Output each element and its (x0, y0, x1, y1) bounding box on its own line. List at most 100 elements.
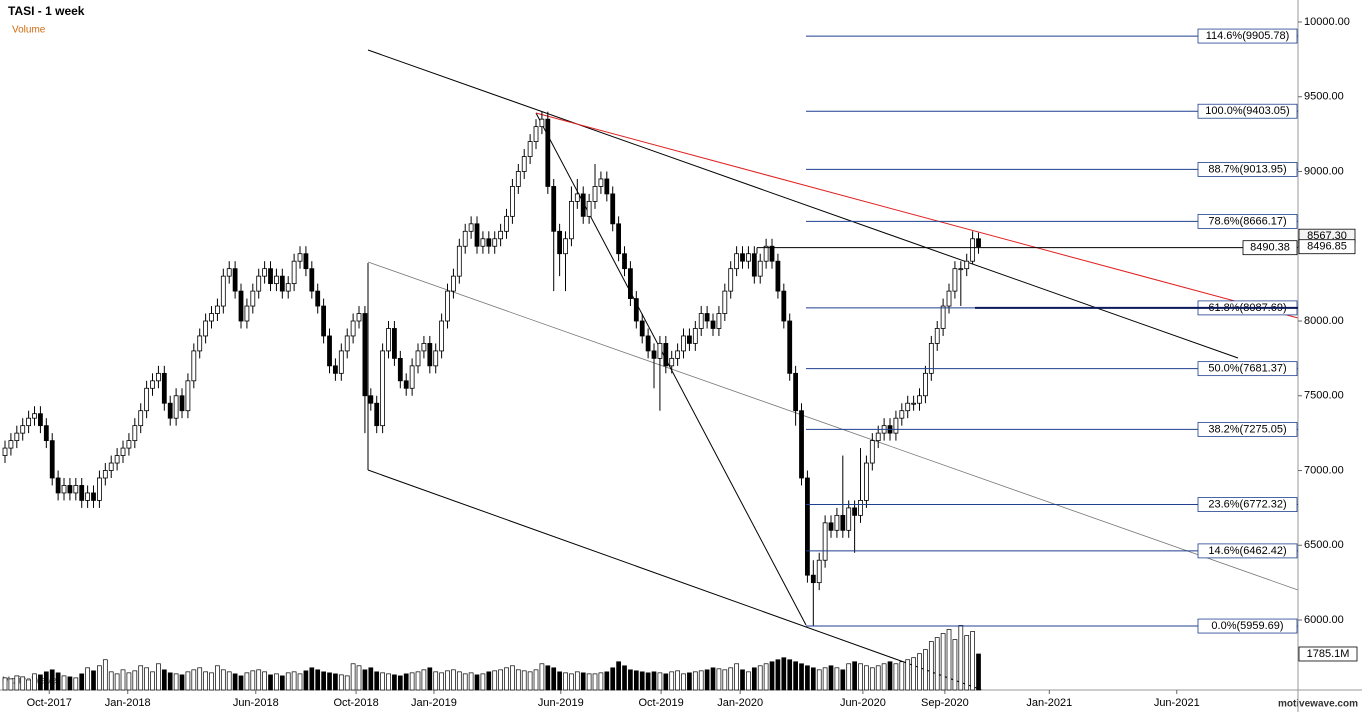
candle-body (350, 320, 356, 337)
candle-body (203, 320, 209, 337)
candle-body (226, 268, 232, 277)
volume-bar (256, 669, 262, 691)
level-label: 8490.38 (1250, 242, 1290, 254)
volume-bar (161, 669, 167, 691)
volume-bar (427, 667, 433, 691)
volume-bar (757, 665, 763, 691)
volume-bar (20, 676, 26, 691)
volume-bar (368, 667, 374, 691)
candle-body (26, 417, 32, 427)
volume-bar (710, 667, 716, 691)
volume-bar (645, 672, 651, 691)
candle-body (456, 245, 462, 277)
volume-bar (232, 673, 238, 691)
x-tick-label: Jan-2019 (411, 697, 457, 709)
fib-label-box (1197, 28, 1298, 44)
volume-bar (462, 673, 468, 691)
volume-bar (504, 667, 509, 691)
candle-body (533, 126, 539, 142)
candle-body (510, 186, 515, 217)
candle-body (433, 350, 439, 367)
volume-bar (799, 663, 804, 691)
candle-body (598, 178, 604, 187)
candle-body (43, 425, 49, 442)
candle-body (209, 313, 214, 322)
volume-bar (887, 661, 893, 691)
volume-bar (350, 663, 356, 691)
volume-bar (55, 672, 61, 691)
candle-body (291, 260, 297, 285)
volume-bar (344, 675, 350, 691)
candle-body (663, 343, 669, 367)
candle-body (445, 290, 450, 322)
candle-body (586, 200, 592, 217)
volume-bar (810, 667, 816, 691)
volume-bar (923, 649, 928, 691)
volume-bar (704, 669, 710, 691)
candle-body (569, 200, 574, 240)
volume-bar (928, 641, 934, 691)
trend-line (367, 469, 983, 691)
volume-bar (333, 673, 338, 691)
volume-bar (244, 672, 250, 691)
volume-bar (952, 639, 958, 691)
fib-label: 14.6%(6462.42) (1208, 545, 1286, 557)
candle-body (108, 462, 114, 471)
candle-body (763, 245, 769, 262)
candle-body (321, 305, 327, 337)
candle-body (852, 507, 858, 516)
candle-body (698, 313, 704, 329)
candle-body (409, 365, 415, 389)
candle-body (356, 313, 362, 322)
candle-body (38, 413, 43, 427)
volume-bar (633, 670, 639, 691)
volume-bar (557, 671, 562, 691)
volume-bar (203, 671, 208, 691)
fib-label-box (1197, 497, 1298, 512)
candle-body (976, 238, 981, 248)
candle-body (49, 440, 55, 479)
volume-marker-label: 1785.1M (1307, 648, 1350, 660)
candle-body (864, 462, 869, 501)
volume-bar (179, 674, 185, 691)
candle-body (769, 245, 775, 262)
fib-label: 78.6%(8666.17) (1208, 215, 1286, 227)
candle-body (746, 253, 751, 262)
candle-body (704, 313, 710, 322)
watermark: motivewave.com (1278, 699, 1358, 710)
candle-body (55, 477, 61, 494)
candle-body (669, 357, 675, 367)
volume-bar (592, 673, 598, 691)
volume-bar (828, 665, 834, 691)
volume-bar (675, 670, 680, 691)
candle-body (492, 238, 498, 247)
candle-body (905, 402, 911, 412)
candle-body (828, 522, 834, 531)
volume-bar (610, 667, 616, 691)
volume-bar (43, 671, 49, 691)
y-tick-label: 6000.00 (1304, 614, 1344, 626)
candle-body (751, 253, 757, 277)
volume-bar (327, 672, 332, 691)
volume-bar (61, 675, 67, 691)
volume-bar (315, 669, 321, 691)
candle-body (710, 320, 716, 329)
x-tick-label: Jan-2021 (1026, 697, 1072, 709)
volume-bar (338, 674, 344, 691)
y-tick-label: 7000.00 (1304, 464, 1344, 476)
candle-body (2, 447, 8, 456)
volume-bar (946, 629, 952, 691)
x-tick-label: Jun-2019 (538, 697, 584, 709)
volume-bar (392, 674, 397, 691)
volume-bar (639, 671, 645, 691)
volume-bar (209, 672, 214, 691)
candle-body (397, 357, 403, 382)
volume-bar (746, 671, 751, 691)
candle-body (610, 193, 616, 225)
candle-body (952, 268, 958, 292)
candle-body (362, 313, 368, 397)
volume-bar (881, 663, 887, 691)
volume-bar (521, 670, 527, 691)
y-tick-label: 6500.00 (1304, 539, 1344, 551)
